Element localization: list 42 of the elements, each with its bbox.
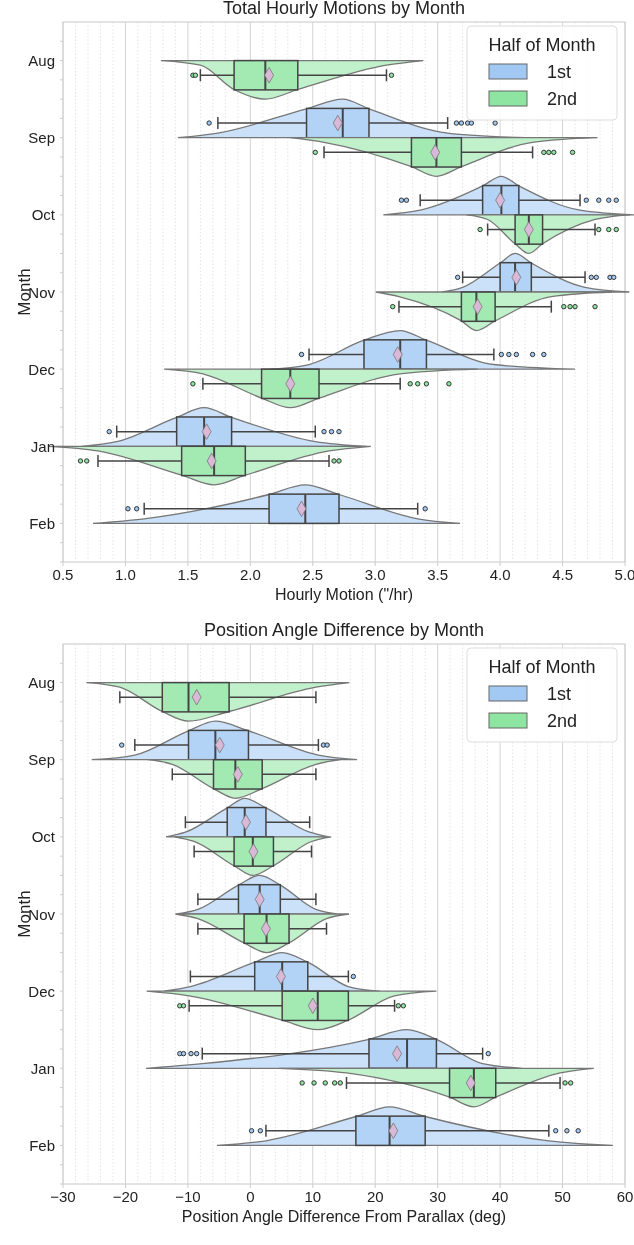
x-axis-title: Position Angle Difference From Parallax (deg) [181,1208,507,1225]
x-tick-label: 40 [491,1188,509,1205]
y-tick-label: Oct [31,206,56,224]
x-tick-label: 2.0 [239,566,261,583]
x-tick-label: 5.0 [614,566,634,583]
legend-label: 1st [547,62,572,82]
chart-title: Total Hourly Motions by Month [222,0,466,18]
legend-title: Half of Month [488,35,596,55]
y-tick-label: Jan [30,1059,55,1077]
y-tick-label: Sep [28,129,55,147]
x-tick-label: 3.5 [427,566,449,583]
x-tick-label: 50 [554,1188,571,1205]
x-tick-label: −20 [112,1188,139,1205]
x-tick-label: 1.5 [177,566,199,583]
y-tick-label: Jan [30,437,55,455]
y-tick-label: Dec [28,982,56,1000]
y-tick-label: Aug [28,674,55,692]
x-tick-label: 60 [616,1188,634,1205]
y-tick-label: Oct [31,828,56,846]
y-tick-label: Sep [28,751,55,769]
x-tick-label: 10 [304,1188,322,1205]
x-axis-title: Hourly Motion ("/hr) [274,586,414,603]
x-tick-label: 1.0 [115,566,136,583]
y-tick-label: Dec [28,360,56,378]
x-tick-label: 4.5 [552,566,573,583]
x-tick-label: 30 [429,1188,447,1205]
x-tick-label: −10 [175,1188,201,1205]
legend-title: Half of Month [488,657,596,677]
x-tick-label: −30 [50,1188,76,1205]
x-tick-label: 4.0 [489,566,511,583]
x-tick-label: 0.5 [52,566,74,583]
y-tick-label: Feb [29,514,55,532]
x-tick-label: 20 [366,1188,384,1205]
legend-label: 1st [547,684,572,704]
y-tick-label: Feb [29,1136,55,1154]
x-tick-label: 2.5 [302,566,324,583]
legend-label: 2nd [547,711,578,731]
x-tick-label: 0 [246,1188,255,1205]
legend-label: 2nd [547,89,578,109]
chart-title: Position Angle Difference by Month [204,620,484,640]
y-tick-label: Aug [28,52,55,70]
x-tick-label: 3.0 [364,566,386,583]
